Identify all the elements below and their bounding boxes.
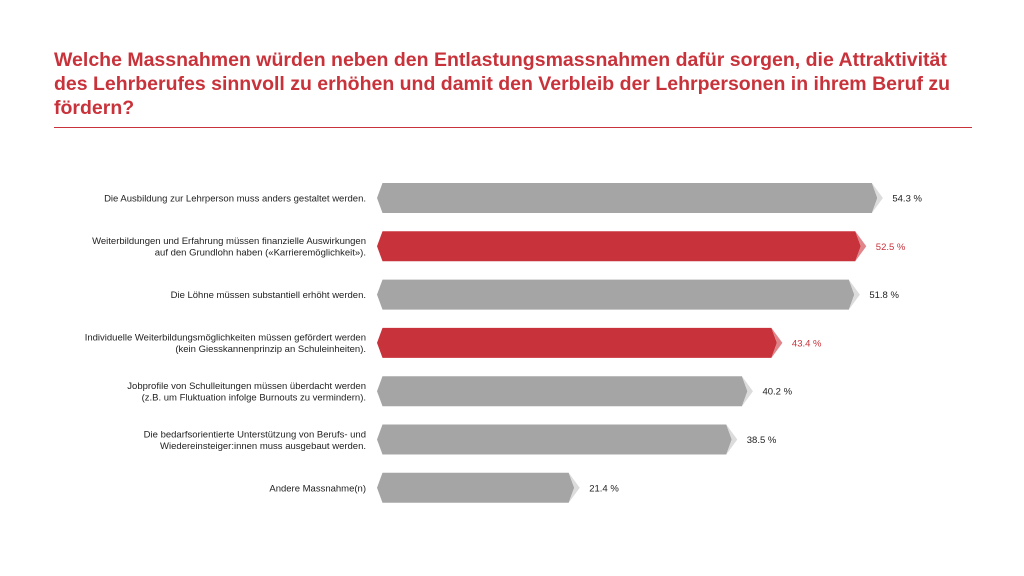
bar-tip (568, 472, 580, 503)
bar-group: 43.4 % Individuelle Weiterbildungsmöglich… (85, 327, 822, 358)
bar (377, 327, 777, 358)
category-label: Individuelle Weiterbildungsmöglichkeiten… (85, 333, 366, 344)
value-label: 38.5 % (747, 435, 777, 446)
category-label: Die Löhne müssen substantiell erhöht wer… (171, 290, 366, 301)
value-label: 51.8 % (869, 290, 899, 301)
category-label: Die Ausbildung zur Lehrperson muss ander… (104, 194, 366, 205)
title-rule (54, 127, 972, 128)
bar-tip (848, 279, 860, 310)
bar-group: 51.8 % Die Löhne müssen substantiell erhö… (171, 279, 899, 310)
category-label: auf den Grundlohn haben («Karrieremöglic… (155, 248, 366, 259)
bar-group: 21.4 % Andere Massnahme(n) (269, 472, 619, 503)
category-label: Jobprofile von Schulleitungen müssen übe… (127, 381, 366, 392)
bar-group: 38.5 % Die bedarfsorientierte Unterstützu… (144, 424, 777, 455)
value-label: 21.4 % (589, 483, 619, 494)
category-label: Andere Massnahme(n) (269, 483, 366, 494)
bar (377, 231, 861, 262)
bar-tip (726, 424, 738, 455)
category-label: Weiterbildungen und Erfahrung müssen fin… (92, 236, 366, 247)
category-label: Die bedarfsorientierte Unterstützung von… (144, 429, 366, 440)
value-label: 52.5 % (876, 242, 906, 253)
bar-tip (871, 183, 883, 213)
chart-title: Welche Massnahmen würden neben den Entla… (54, 49, 951, 119)
bar (377, 279, 855, 310)
bar-group: 40.2 % Jobprofile von Schulleitungen müss… (127, 376, 793, 407)
bar (377, 472, 575, 503)
bar-group: 52.5 % Weiterbildungen und Erfahrung müss… (92, 231, 906, 262)
value-label: 43.4 % (792, 338, 822, 349)
bar-tip (741, 376, 753, 407)
value-label: 40.2 % (762, 387, 792, 398)
bar (377, 424, 732, 455)
bar (377, 183, 878, 213)
bar (377, 376, 748, 407)
category-label: (z.B. um Fluktuation infolge Burnouts zu… (142, 392, 366, 403)
bar-tip (855, 231, 867, 262)
bar-group: 54.3 % Die Ausbildung zur Lehrperson muss… (104, 183, 923, 213)
category-label: (kein Giesskannenprinzip an Schuleinheit… (175, 344, 366, 355)
bar-tip (771, 327, 783, 358)
category-label: Wiedereinsteiger:innen muss ausgebaut we… (160, 441, 366, 452)
value-label: 54.3 % (892, 194, 922, 205)
